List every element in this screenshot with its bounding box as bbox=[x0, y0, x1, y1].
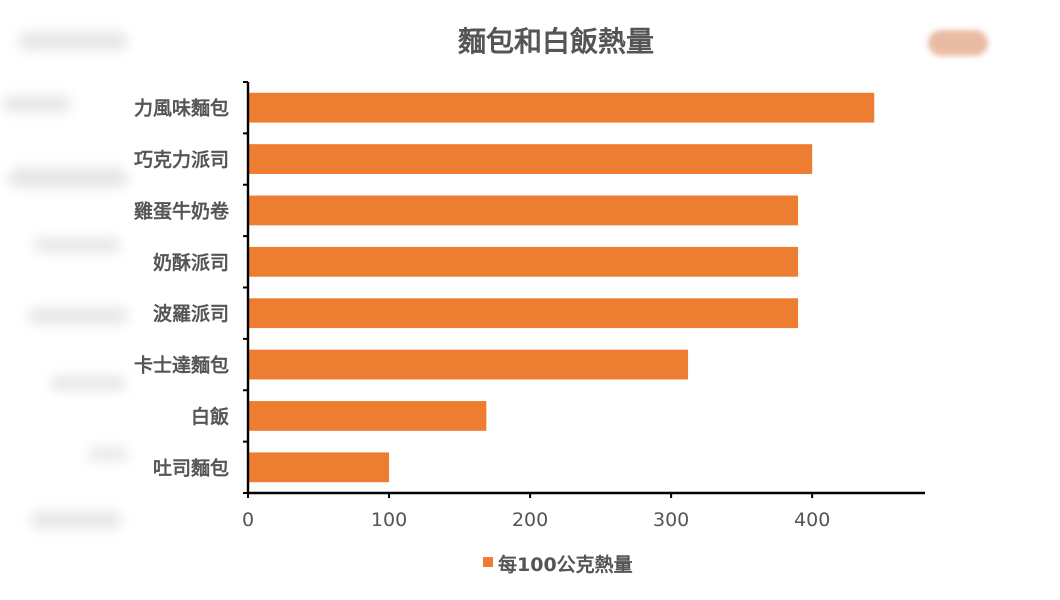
bar-5 bbox=[248, 298, 799, 329]
category-label: 吐司麵包 bbox=[153, 456, 229, 479]
blur-smudge-left-4 bbox=[34, 238, 120, 252]
bars-layer bbox=[248, 92, 875, 483]
bar-3 bbox=[248, 195, 799, 226]
bar-1 bbox=[248, 92, 875, 123]
bar-6 bbox=[248, 349, 689, 380]
x-ticks-layer: 0 100 200 300 400 bbox=[242, 493, 830, 531]
x-tick-label: 100 bbox=[371, 509, 407, 531]
category-label: 奶酥派司 bbox=[153, 251, 229, 274]
legend-label: 每100公克熱量 bbox=[498, 553, 633, 576]
category-label: 波羅派司 bbox=[153, 302, 229, 325]
chart-title: 麵包和白飯熱量 bbox=[458, 25, 654, 58]
blur-smudge-left-1 bbox=[18, 32, 128, 50]
x-tick-label: 0 bbox=[242, 509, 254, 531]
category-label: 雞蛋牛奶卷 bbox=[133, 199, 230, 222]
blur-smudge-left-5 bbox=[28, 308, 128, 324]
blur-smudge-orange bbox=[928, 30, 988, 56]
x-tick-label: 400 bbox=[794, 509, 830, 531]
x-tick-label: 200 bbox=[512, 509, 548, 531]
blur-smudge-left-3 bbox=[8, 168, 128, 188]
blur-smudge-left-7 bbox=[88, 448, 128, 460]
blur-smudge-left-2 bbox=[2, 96, 72, 112]
category-label: 力風味麵包 bbox=[134, 97, 229, 120]
axes-layer bbox=[243, 81, 925, 495]
bar-8 bbox=[248, 452, 390, 483]
blur-smudge-left-8 bbox=[30, 512, 122, 528]
category-label: 巧克力派司 bbox=[134, 148, 229, 171]
bar-4 bbox=[248, 246, 799, 277]
x-tick-label: 300 bbox=[653, 509, 689, 531]
legend-swatch bbox=[483, 557, 493, 567]
category-label: 卡士達麵包 bbox=[134, 354, 229, 377]
blur-smudge-left-6 bbox=[50, 376, 126, 390]
category-label: 白飯 bbox=[191, 405, 229, 428]
bar-7 bbox=[248, 401, 487, 431]
bar-2 bbox=[248, 144, 813, 174]
